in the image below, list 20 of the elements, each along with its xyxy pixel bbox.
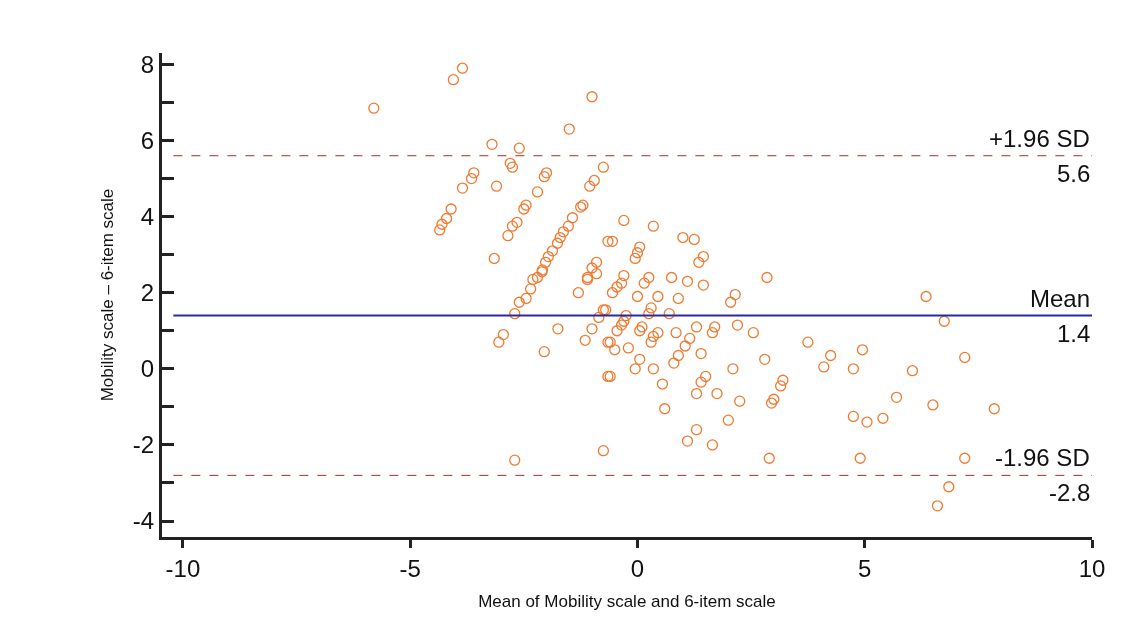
x-tick-label: 5 <box>858 554 872 582</box>
ref-line-label: Mean <box>1030 285 1091 312</box>
x-tick-label: -10 <box>165 554 201 582</box>
y-tick-label: 8 <box>140 50 155 78</box>
y-tick-label: 0 <box>140 355 155 383</box>
annotation: -2.8 <box>1049 479 1091 506</box>
x-tick-label: 0 <box>630 554 645 582</box>
x-tick-label: -5 <box>399 554 421 582</box>
y-tick-label: -2 <box>132 431 155 459</box>
ref-line-label: +1.96 SD <box>989 125 1090 152</box>
y-tick-label: 2 <box>140 279 155 307</box>
annotation: 1.4 <box>1057 320 1091 347</box>
x-axis-title: Mean of Mobility scale and 6-item scale <box>478 592 776 612</box>
x-tick-label: 10 <box>1078 554 1106 582</box>
y-tick-label: -4 <box>132 507 155 535</box>
annotation: 5.6 <box>1057 160 1091 187</box>
y-axis-title: Mobility scale – 6-item scale <box>98 188 118 402</box>
ref-line-label: -1.96 SD <box>995 444 1090 471</box>
y-tick-label: 6 <box>140 126 155 154</box>
y-tick-label: 4 <box>140 203 155 231</box>
